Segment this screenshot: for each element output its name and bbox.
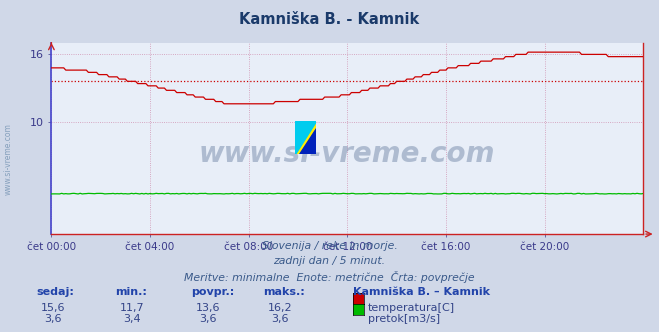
Polygon shape [299,128,316,154]
Text: sedaj:: sedaj: [36,287,74,297]
Text: Slovenija / reke in morje.: Slovenija / reke in morje. [262,241,397,251]
Polygon shape [295,121,316,154]
Text: Meritve: minimalne  Enote: metrične  Črta: povprečje: Meritve: minimalne Enote: metrične Črta:… [184,271,475,283]
Text: 11,7: 11,7 [119,303,144,313]
Text: 3,6: 3,6 [272,314,289,324]
Text: min.:: min.: [115,287,147,297]
Text: 3,4: 3,4 [123,314,140,324]
Text: 13,6: 13,6 [195,303,220,313]
Text: www.si-vreme.com: www.si-vreme.com [3,124,13,195]
Text: 3,6: 3,6 [199,314,216,324]
Text: 16,2: 16,2 [268,303,293,313]
Text: Kamniška B. – Kamnik: Kamniška B. – Kamnik [353,287,490,297]
Text: zadnji dan / 5 minut.: zadnji dan / 5 minut. [273,256,386,266]
Polygon shape [295,121,316,154]
Text: 3,6: 3,6 [44,314,61,324]
Text: www.si-vreme.com: www.si-vreme.com [199,140,496,168]
Text: Kamniška B. - Kamnik: Kamniška B. - Kamnik [239,12,420,27]
Text: maks.:: maks.: [264,287,305,297]
Text: 15,6: 15,6 [40,303,65,313]
Text: povpr.:: povpr.: [191,287,235,297]
Text: temperatura[C]: temperatura[C] [368,303,455,313]
Text: pretok[m3/s]: pretok[m3/s] [368,314,440,324]
